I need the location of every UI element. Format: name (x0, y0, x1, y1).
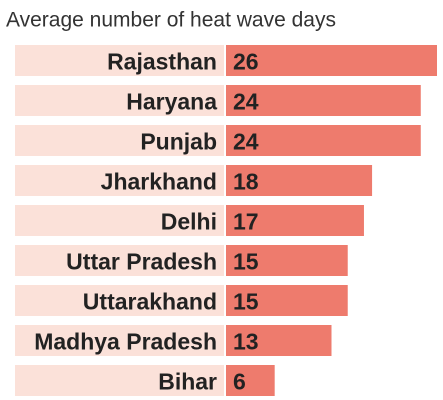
category-label: Bihar (158, 369, 217, 395)
bar (226, 125, 421, 156)
category-label: Uttar Pradesh (66, 249, 217, 275)
label-background (15, 205, 224, 236)
label-background (15, 325, 224, 356)
category-label: Haryana (126, 89, 217, 115)
category-label: Madhya Pradesh (34, 329, 217, 355)
bar (226, 45, 437, 76)
category-label: Rajasthan (107, 49, 217, 75)
chart-title: Average number of heat wave days (6, 9, 336, 32)
bar (226, 205, 364, 236)
bar (226, 325, 332, 356)
bar (226, 365, 275, 396)
value-label: 15 (233, 249, 259, 275)
category-label: Punjab (140, 129, 217, 155)
category-label: Uttarakhand (83, 289, 217, 315)
label-background (15, 125, 224, 156)
bar (226, 245, 348, 276)
label-background (15, 365, 224, 396)
value-label: 17 (233, 209, 259, 235)
category-label: Jharkhand (101, 169, 217, 195)
label-background (15, 245, 224, 276)
category-label: Delhi (161, 209, 217, 235)
label-background (15, 285, 224, 316)
bar (226, 285, 348, 316)
label-background (15, 165, 224, 196)
value-label: 24 (233, 89, 259, 115)
label-background (15, 85, 224, 116)
value-label: 6 (233, 369, 246, 395)
value-label: 15 (233, 289, 259, 315)
value-label: 13 (233, 329, 259, 355)
value-label: 18 (233, 169, 259, 195)
bar (226, 165, 373, 196)
bar (226, 85, 421, 116)
value-label: 26 (233, 49, 259, 75)
value-label: 24 (233, 129, 259, 155)
label-background (15, 45, 224, 76)
